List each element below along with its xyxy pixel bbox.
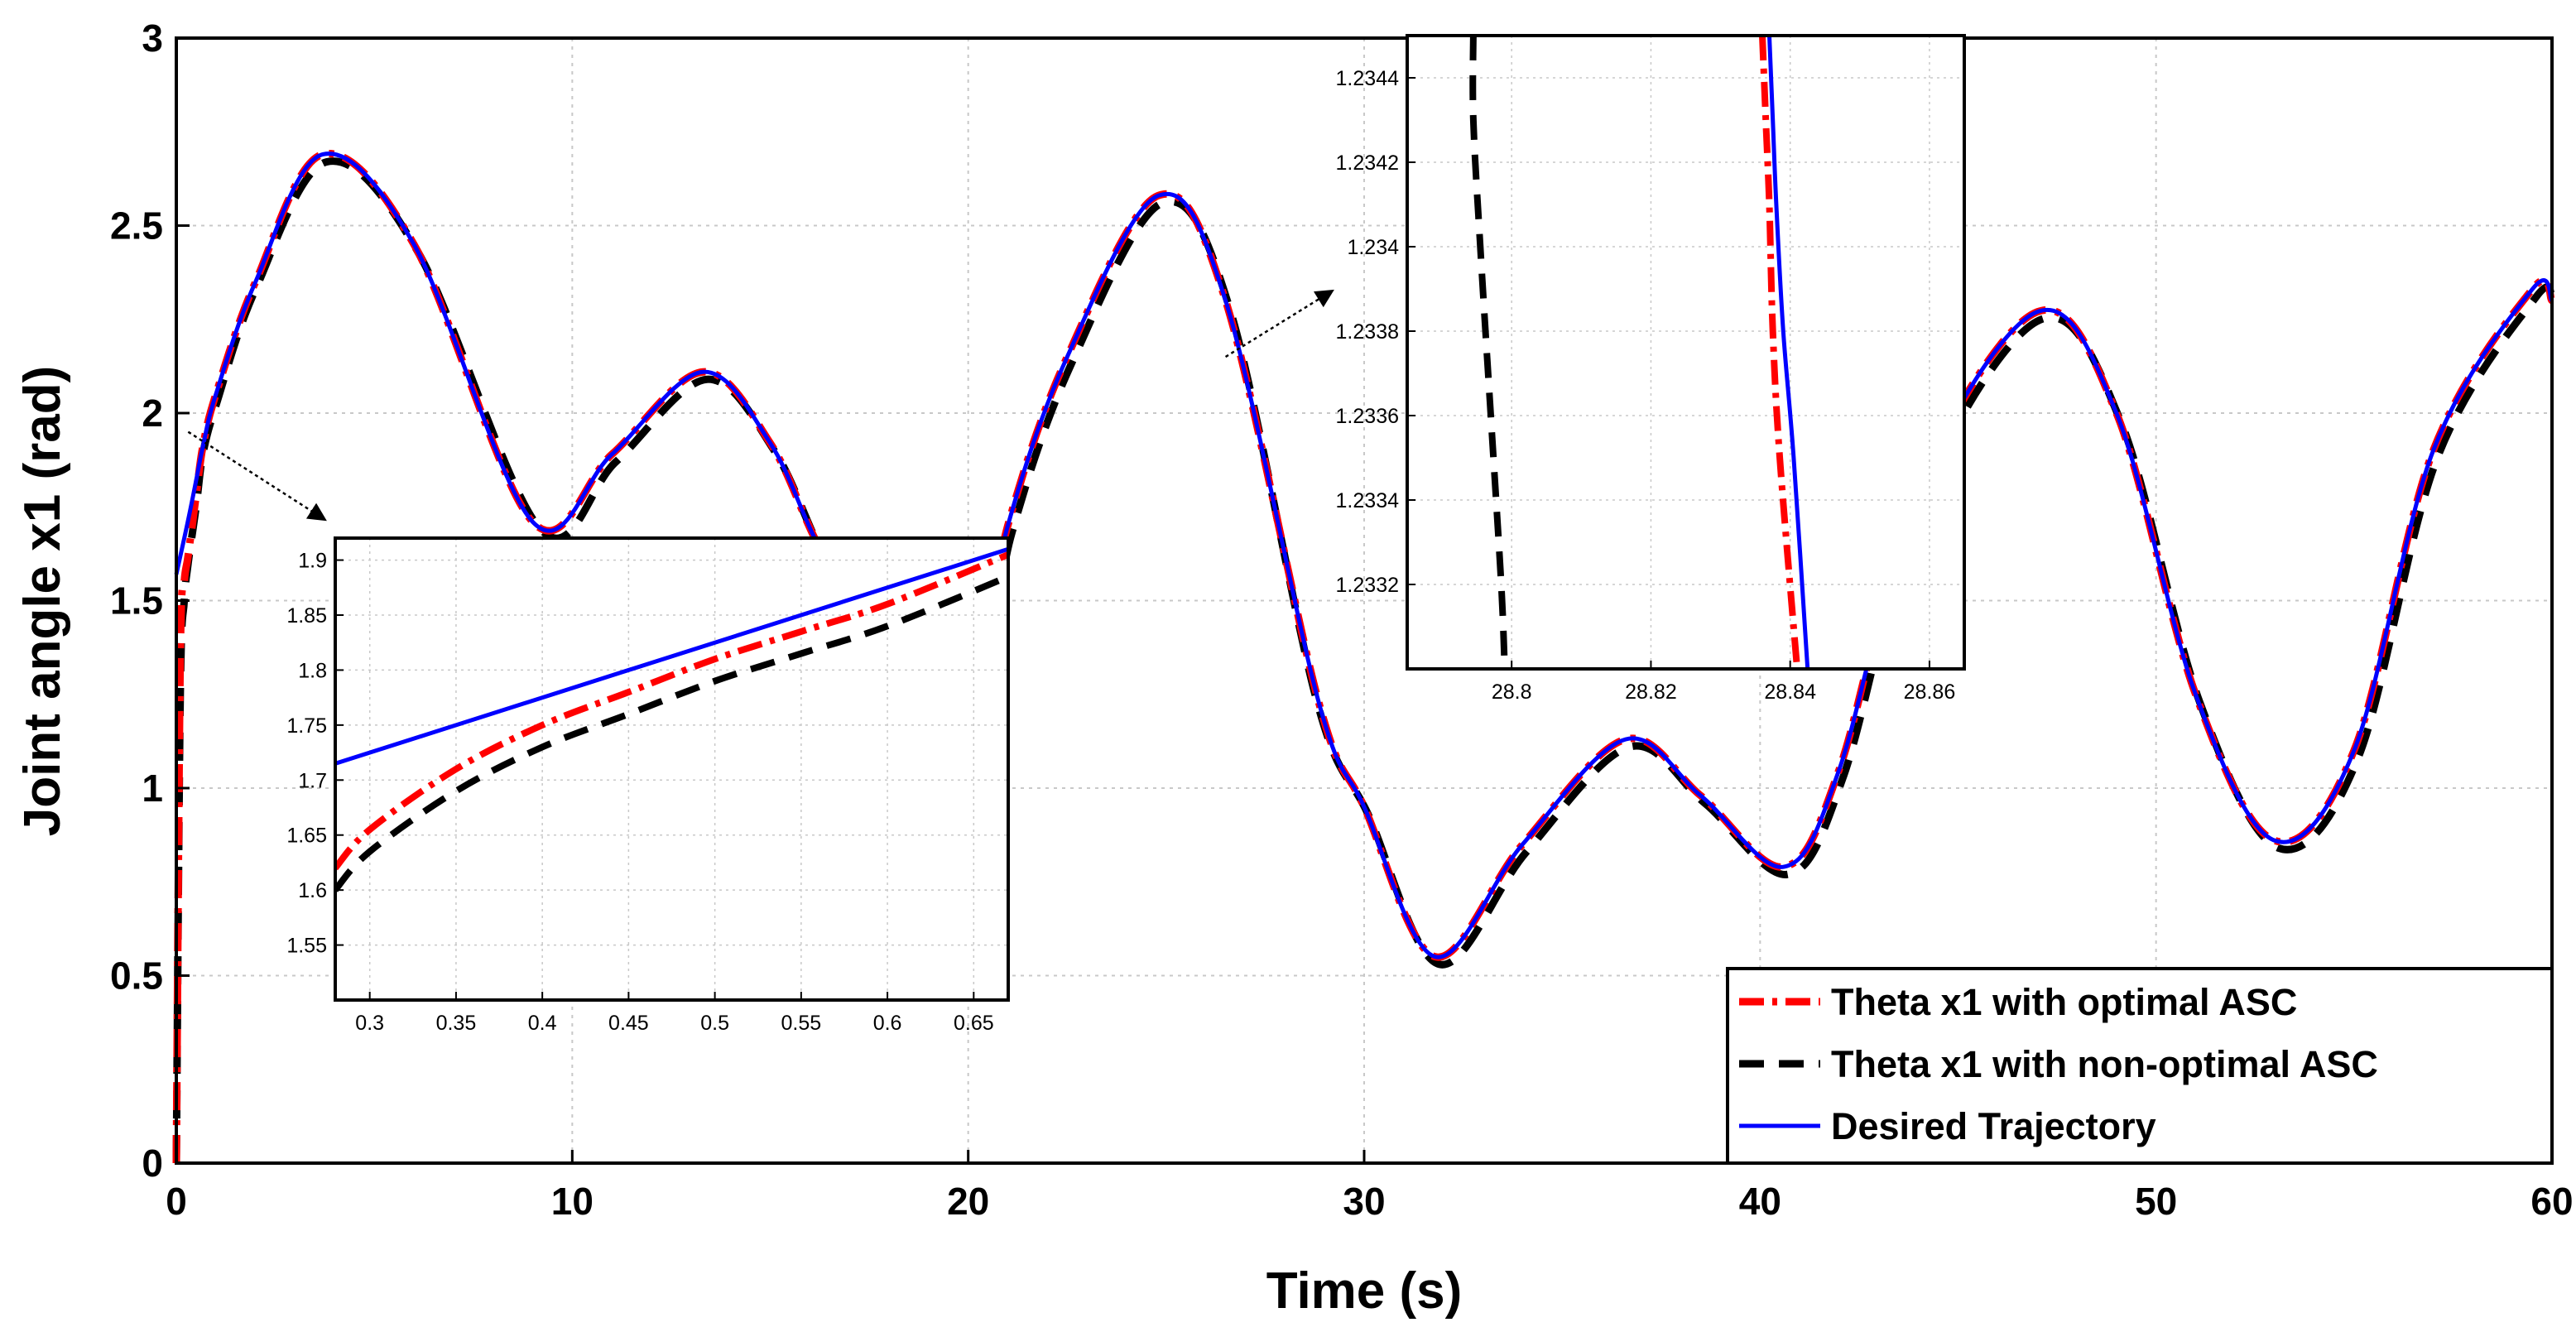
inset-y-tick-label: 1.234 — [1347, 236, 1399, 259]
inset-grid — [1407, 36, 1964, 669]
x-tick-label: 50 — [2135, 1180, 2177, 1223]
legend: Theta x1 with optimal ASC Theta x1 with n… — [1726, 967, 2554, 1165]
y-tick-label: 3 — [142, 17, 163, 60]
inset-x-tick-label: 0.55 — [781, 1012, 822, 1035]
inset-y-tick-label: 1.7 — [298, 769, 327, 792]
inset-crossing: 28.8 28.82 28.84 28.86 1.2332 1.2334 1.2336 1.2… — [1224, 34, 1966, 704]
x-tick-label: 60 — [2530, 1180, 2573, 1223]
y-tick-label: 1 — [142, 767, 163, 810]
inset-y-tick-label: 1.2344 — [1336, 67, 1400, 90]
inset-series-line-optimal — [1759, 36, 1801, 669]
inset-y-tick-label: 1.2334 — [1336, 489, 1400, 512]
x-axis-ticks: 0 10 20 30 40 50 60 — [166, 1150, 2574, 1223]
legend-item-nonoptimal: Theta x1 with non-optimal ASC — [1739, 1043, 2378, 1085]
inset-x-tick-label: 28.84 — [1764, 680, 1816, 704]
inset-lines — [1469, 36, 1810, 669]
inset-x-tick-label: 28.8 — [1492, 680, 1532, 704]
inset-y-tick-label: 1.9 — [298, 550, 327, 573]
y-axis-ticks: 0 0.5 1 1.5 2 2.5 3 — [110, 17, 190, 1185]
inset-series-line-nonoptimal — [1469, 36, 1508, 669]
legend-box — [1726, 967, 2554, 1165]
inset-y-tick-label: 1.75 — [286, 714, 327, 738]
legend-label: Desired Trajectory — [1831, 1105, 2156, 1147]
y-tick-label: 0.5 — [110, 955, 163, 998]
y-tick-label: 2 — [142, 392, 163, 435]
y-tick-label: 0 — [142, 1142, 163, 1185]
inset-pointer-arrow — [187, 430, 327, 522]
inset-box — [1406, 34, 1966, 671]
inset-y-tick-label: 1.85 — [286, 604, 327, 628]
inset-lines — [335, 546, 1008, 892]
inset-y-tick-label: 1.2332 — [1336, 574, 1399, 597]
inset-y-tick-label: 1.8 — [298, 659, 327, 682]
inset-x-tick-label: 0.45 — [608, 1012, 649, 1035]
legend-label: Theta x1 with optimal ASC — [1831, 981, 2297, 1023]
inset-y-tick-label: 1.65 — [286, 825, 327, 848]
inset-y-tick-label: 1.2338 — [1336, 320, 1399, 344]
inset-x-tick-label: 0.4 — [528, 1012, 557, 1035]
legend-item-optimal: Theta x1 with optimal ASC — [1739, 981, 2297, 1023]
legend-item-desired: Desired Trajectory — [1739, 1105, 2156, 1147]
inset-x-tick-label: 0.35 — [436, 1012, 477, 1035]
inset-series-line-desired — [335, 546, 1008, 766]
x-tick-label: 20 — [947, 1180, 989, 1223]
inset-background — [335, 538, 1008, 1000]
x-axis-label: Time (s) — [1266, 1262, 1463, 1320]
inset-x-tick-label: 0.5 — [700, 1012, 729, 1035]
inset-background — [1407, 36, 1964, 669]
zoom-insets: 0.3 0.35 0.4 0.45 0.5 0.55 0.6 0.65 1.55 1.6 1.65 1… — [187, 34, 1966, 1035]
main-plot-lines — [172, 150, 2556, 1164]
inset-start: 0.3 0.35 0.4 0.45 0.5 0.55 0.6 0.65 1.55 1.6 1.65 1… — [187, 430, 1010, 1035]
y-tick-label: 1.5 — [110, 579, 163, 623]
x-tick-label: 40 — [1739, 1180, 1781, 1223]
inset-x-tick-label: 0.65 — [954, 1012, 994, 1035]
inset-x-tick-label: 28.82 — [1625, 680, 1677, 704]
inset-y-tick-label: 1.2342 — [1336, 151, 1399, 175]
y-axis-label: Joint angle x1 (rad) — [14, 366, 71, 836]
inset-grid — [335, 538, 1008, 1000]
inset-x-tick-label: 0.6 — [873, 1012, 902, 1035]
series-line-desired — [174, 151, 2554, 959]
inset-series-line-nonoptimal — [335, 573, 1008, 892]
y-tick-label: 2.5 — [110, 204, 163, 248]
legend-label: Theta x1 with non-optimal ASC — [1831, 1043, 2378, 1085]
inset-pointer-arrow — [1224, 289, 1334, 358]
inset-box — [334, 536, 1010, 1002]
x-tick-label: 10 — [551, 1180, 594, 1223]
inset-series-line-desired — [1767, 36, 1810, 669]
inset-y-tick-label: 1.55 — [286, 935, 327, 958]
x-tick-label: 0 — [166, 1180, 187, 1223]
inset-y-tick-label: 1.2336 — [1336, 405, 1399, 428]
inset-series-line-optimal — [335, 551, 1008, 871]
inset-x-tick-label: 0.3 — [355, 1012, 384, 1035]
inset-x-tick-label: 28.86 — [1904, 680, 1956, 704]
x-tick-label: 30 — [1343, 1180, 1385, 1223]
inset-y-tick-label: 1.6 — [298, 879, 327, 902]
